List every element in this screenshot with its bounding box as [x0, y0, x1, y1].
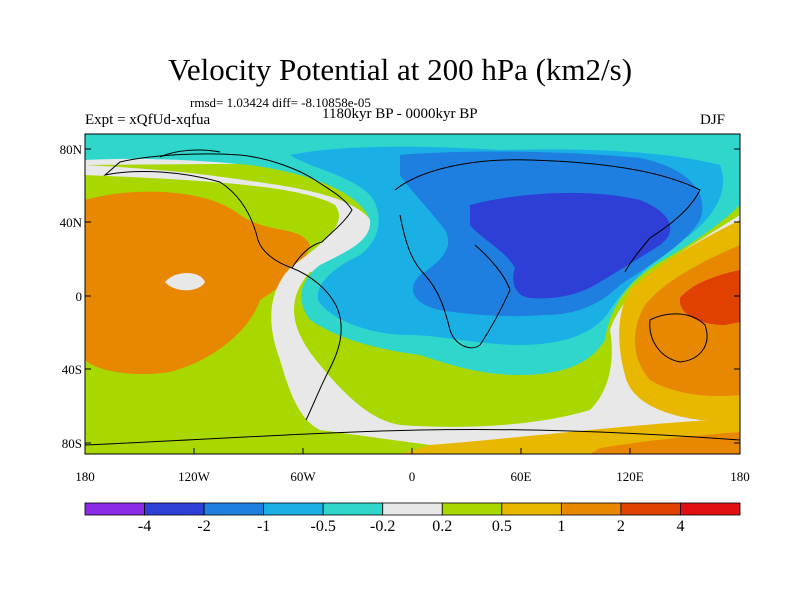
y-tick-label: 80S	[61, 436, 82, 451]
colorbar-label: 0.5	[491, 518, 512, 535]
x-tick-label: 180	[730, 469, 750, 484]
colorbar-label: 2	[616, 518, 625, 535]
contour-field	[85, 134, 740, 454]
y-tick-label: 80N	[59, 142, 82, 157]
x-tick-label: 180	[75, 469, 95, 484]
colorbar-label: -1	[256, 518, 271, 535]
field-darkblue	[470, 192, 671, 299]
colorbar-label: -0.5	[310, 518, 336, 535]
colorbar-swatch	[84, 502, 145, 516]
colorbar-swatch	[501, 502, 562, 516]
season-label: DJF	[700, 112, 726, 128]
colorbar-label: 1	[557, 518, 566, 535]
y-tick-label: 40N	[59, 215, 82, 230]
x-tick-label: 0	[408, 469, 416, 484]
field-gray-spot	[165, 273, 205, 291]
colorbar-label: -0.2	[370, 518, 396, 535]
stats-text: rmsd= 1.03424 diff= -8.10858e-05	[190, 95, 371, 110]
colorbar-swatch	[441, 502, 503, 516]
colorbar-swatch	[144, 502, 205, 516]
colorbar-swatch	[680, 502, 741, 516]
experiment-label: Expt = xQfUd-xqfua	[85, 112, 211, 128]
colorbar-label: 0.2	[432, 518, 453, 535]
colorbar-label: 4	[676, 518, 685, 535]
y-tick-label: 40S	[61, 362, 82, 377]
field-redorange-east	[679, 270, 740, 325]
colorbar	[84, 502, 741, 516]
colorbar-swatch	[382, 502, 443, 516]
axis-ticks	[84, 148, 741, 454]
coastlines	[85, 149, 740, 446]
x-tick-label: 60W	[290, 469, 316, 484]
x-tick-label: 120W	[178, 469, 210, 484]
field-gray-band	[85, 165, 740, 445]
colorbar-swatch	[560, 502, 622, 516]
x-tick-label: 120E	[616, 469, 644, 484]
colorbar-label: -2	[197, 518, 211, 535]
colorbar-swatch	[263, 502, 324, 516]
map-title: Velocity Potential at 200 hPa (km2/s)	[167, 52, 633, 87]
x-tick-label: 60E	[510, 469, 532, 484]
y-tick-label: 0	[75, 289, 83, 304]
period-label: 1180kyr BP - 0000kyr BP	[322, 106, 478, 122]
colorbar-swatch	[620, 502, 681, 516]
colorbar-label: -4	[137, 518, 152, 535]
colorbar-swatch	[322, 502, 384, 516]
colorbar-swatch	[203, 502, 265, 516]
